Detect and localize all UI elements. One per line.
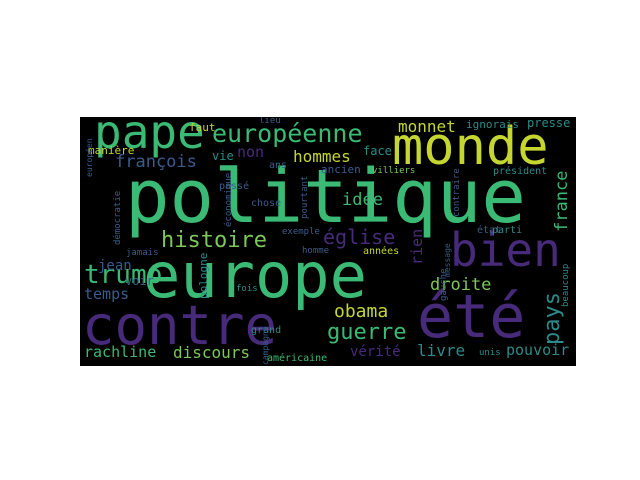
word-pape: pape [94, 117, 205, 159]
word-homme: homme [302, 246, 330, 256]
word-faut: faut [189, 121, 216, 134]
word-obama: obama [334, 301, 389, 322]
word-trump v: trump [84, 260, 163, 290]
word-guerre: guerre [327, 320, 407, 345]
word-ignorais: ignorais [466, 118, 519, 131]
word-monnet: monnet [398, 117, 456, 136]
word-presse: presse [527, 117, 571, 130]
word-message: message [443, 243, 452, 277]
word-hommes: hommes [293, 147, 351, 166]
word-idee: idée [342, 190, 383, 210]
word-pologne: pologne [197, 252, 210, 299]
word-contre: contre [82, 294, 278, 357]
word-rachline: rachline [84, 343, 157, 361]
word-unis: unis [479, 348, 501, 358]
word-fois: fois [236, 284, 258, 294]
word-face: face [363, 144, 392, 158]
word-grand: grand [251, 325, 282, 336]
word-histoire: histoire [161, 228, 267, 253]
word-ancien: ancien [321, 163, 361, 176]
word-etat: état [477, 225, 502, 236]
word-president: président [493, 166, 548, 177]
word-ans: ans [269, 160, 288, 171]
word-voir: voir [125, 274, 154, 288]
word-non: non [237, 143, 265, 161]
word-democratie: démocratie [113, 190, 123, 245]
word-exemple: exemple [282, 227, 320, 237]
word-droite: droite [430, 275, 492, 295]
word-contraire: contraire [452, 168, 462, 217]
word-monde: monde [392, 117, 549, 177]
word-passe: passé [219, 181, 250, 192]
word-politique: politique [125, 154, 526, 240]
word-france: france [552, 170, 572, 232]
word-jean: jean [98, 258, 132, 274]
word-pouvoir: pouvoir [506, 341, 570, 359]
word-maniere: manière [88, 144, 135, 157]
word-chose: chose [251, 198, 282, 209]
word-europeen: européen [85, 138, 94, 177]
word-campagne: campagne [261, 326, 270, 365]
word-annees: années [363, 246, 400, 257]
word-lieu: lieu [259, 117, 281, 126]
word-temps: temps [84, 285, 130, 303]
word-bien: bien [450, 223, 561, 277]
word-jamais: jamais [126, 248, 159, 258]
word-francois: françois [115, 152, 197, 172]
word-europe: europe [143, 239, 367, 312]
word-rien: rien [408, 228, 426, 265]
word-villiers: villiers [372, 166, 416, 176]
word-verite: vérité [350, 344, 401, 360]
word-ete: été [417, 282, 526, 352]
word-pourtant: pourtant [300, 175, 310, 219]
word-livre: livre [417, 341, 466, 360]
word-eglise: église [323, 225, 396, 249]
word-cloud: politique europe contre été monde pape b… [80, 117, 576, 366]
word-beaucoup: beaucoup [561, 263, 571, 307]
word-europeenne: européenne [212, 119, 363, 148]
word-economique: économique [224, 172, 234, 227]
word-vie: vie [212, 149, 234, 163]
word-americaine: américaine [267, 353, 328, 364]
word-discours: discours [173, 343, 251, 362]
word-parti: parti [492, 225, 523, 236]
